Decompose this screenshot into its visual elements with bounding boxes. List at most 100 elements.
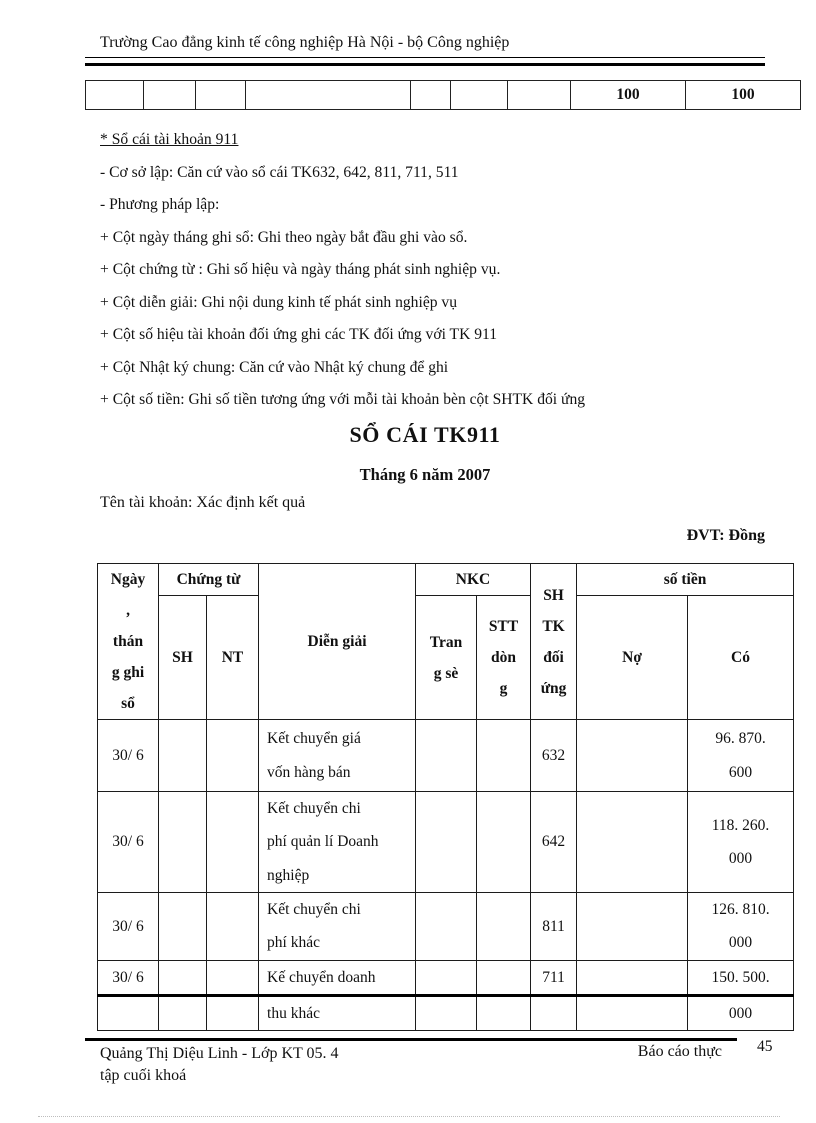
col-header-voucher: Chứng từ xyxy=(157,562,260,597)
ledger-title: SỔ CÁI TK911 xyxy=(349,422,501,447)
cell-debit xyxy=(576,959,689,997)
ledger-row: thu khác 000 xyxy=(97,994,795,1032)
cell-line-no xyxy=(476,719,532,792)
cell-description: Kế chuyển doanh xyxy=(258,959,417,997)
cell xyxy=(450,80,508,110)
cell-description: Kết chuyển chi phí quản lí Doanh nghiệp xyxy=(258,791,417,893)
ledger-row: 30/ 6 Kế chuyển doanh 711 150. 500. xyxy=(97,959,795,997)
note-item: - Phương pháp lập: xyxy=(100,196,220,213)
cell-debit xyxy=(576,994,689,1032)
table-row: 100 100 xyxy=(85,80,801,110)
cell-date: 30/ 6 xyxy=(97,719,159,792)
footer-report-label: Báo cáo thực xyxy=(637,1043,722,1060)
cell xyxy=(195,80,246,110)
cell-contra-account: 811 xyxy=(530,891,578,961)
cell-debit xyxy=(576,891,689,961)
cell-nt xyxy=(205,791,260,893)
cell-contra-account xyxy=(530,994,578,1032)
col-header-amount: số tiền xyxy=(576,562,795,597)
footer-author-line1: Quảng Thị Diệu Linh - Lớp KT 05. 4 xyxy=(100,1045,339,1062)
note-item: + Cột ngày tháng ghi sổ: Ghi theo ngày b… xyxy=(100,228,468,246)
cell-nt xyxy=(205,891,260,961)
page-bottom-divider xyxy=(38,1116,780,1117)
ledger-subtitle: Tháng 6 năm 2007 xyxy=(359,465,491,484)
cell-page xyxy=(415,994,478,1032)
notes-block: * Sổ cái tài khoản 911 - Cơ sở lập: Căn … xyxy=(100,130,800,423)
account-name-line: Tên tài khoản: Xác định kết quả xyxy=(100,494,306,511)
col-header-debit: Nợ xyxy=(576,595,689,720)
footer-author: Quảng Thị Diệu Linh - Lớp KT 05. 4 tập c… xyxy=(100,1043,339,1087)
cell-sh xyxy=(158,719,207,792)
cell-sh xyxy=(158,791,207,893)
cell xyxy=(85,80,144,110)
cell xyxy=(507,80,571,110)
cell-date: 30/ 6 xyxy=(97,959,159,997)
col-header-nkc: NKC xyxy=(415,562,532,597)
running-header: Trường Cao đẳng kinh tế công nghiệp Hà N… xyxy=(85,34,765,58)
col-header-line-no: STT dòn g xyxy=(476,595,532,720)
cell-date: 30/ 6 xyxy=(97,891,159,961)
note-item: + Cột số tiền: Ghi số tiền tương ứng với… xyxy=(100,391,586,408)
cell-page xyxy=(415,891,478,961)
cell-credit: 000 xyxy=(687,994,795,1032)
ledger-row: 30/ 6 Kết chuyển giá vốn hàng bán 632 96… xyxy=(97,719,795,792)
cell-description: Kết chuyển giá vốn hàng bán xyxy=(258,719,417,792)
cell-page xyxy=(415,959,478,997)
cell-description: thu khác xyxy=(258,994,417,1032)
header-rule xyxy=(85,63,765,66)
page-number: 45 xyxy=(757,1038,773,1055)
cell-line-no xyxy=(476,891,532,961)
cell-contra-account: 632 xyxy=(530,719,578,792)
cell-page xyxy=(415,791,478,893)
col-header-page: Tran g sè xyxy=(415,595,478,720)
currency-unit-label: ĐVT: Đồng xyxy=(686,527,765,544)
cell-date xyxy=(97,994,159,1032)
ledger-table: Ngày , thán g ghi sổ Chứng từ Diễn giải … xyxy=(97,562,795,1032)
cell-nt xyxy=(205,959,260,997)
col-header-credit: Có xyxy=(687,595,795,720)
note-item: - Cơ sở lập: Căn cứ vào sổ cái TK632, 64… xyxy=(100,163,459,181)
notes-heading: * Sổ cái tài khoản 911 xyxy=(100,131,239,148)
cell-nt xyxy=(205,994,260,1032)
cell-total-debit: 100 xyxy=(570,80,686,110)
cell-line-no xyxy=(476,994,532,1032)
cell-contra-account: 711 xyxy=(530,959,578,997)
cell-sh xyxy=(158,959,207,997)
footer-rule xyxy=(85,1038,737,1041)
cell xyxy=(245,80,411,110)
col-header-contra-account: SH TK đối ứng xyxy=(530,563,578,720)
ledger-row: 30/ 6 Kết chuyển chi phí khác 811 126. 8… xyxy=(97,891,795,961)
cell-line-no xyxy=(476,959,532,997)
col-header-nt: NT xyxy=(205,595,260,720)
cell-debit xyxy=(576,791,689,893)
cell-page xyxy=(415,719,478,792)
cell-credit: 126. 810. 000 xyxy=(687,891,795,961)
cell-credit: 150. 500. xyxy=(687,959,795,997)
note-item: + Cột diễn giải: Ghi nội dung kinh tế ph… xyxy=(100,293,458,311)
col-header-description: Diễn giải xyxy=(258,563,417,720)
cell-description: Kết chuyển chi phí khác xyxy=(258,891,417,961)
cell-line-no xyxy=(476,791,532,893)
note-item: + Cột số hiệu tài khoản đối ứng ghi các … xyxy=(100,326,498,343)
ledger-row: 30/ 6 Kết chuyển chi phí quản lí Doanh n… xyxy=(97,791,795,893)
cell-sh xyxy=(158,891,207,961)
cell-nt xyxy=(205,719,260,792)
header-row-2: SH NT Tran g sè STT dòn g Nợ Có xyxy=(98,595,795,720)
note-item: + Cột chứng từ : Ghi số hiệu và ngày thá… xyxy=(100,261,501,278)
note-item: + Cột Nhật ký chung: Căn cứ vào Nhật ký … xyxy=(100,358,449,376)
footer-author-line2: tập cuối khoá xyxy=(100,1067,187,1084)
cell-sh xyxy=(158,994,207,1032)
cell-total-credit: 100 xyxy=(685,80,801,110)
continuation-table: 100 100 xyxy=(85,80,801,110)
col-header-date: Ngày , thán g ghi sổ xyxy=(97,563,159,720)
cell xyxy=(410,80,451,110)
cell xyxy=(143,80,196,110)
cell-credit: 118. 260. 000 xyxy=(687,791,795,893)
header-row-1: Ngày , thán g ghi sổ Chứng từ Diễn giải … xyxy=(97,562,795,720)
running-header-text: Trường Cao đẳng kinh tế công nghiệp Hà N… xyxy=(100,34,510,51)
cell-date: 30/ 6 xyxy=(97,791,159,893)
cell-contra-account: 642 xyxy=(530,791,578,893)
cell-credit: 96. 870. 600 xyxy=(687,719,795,792)
col-header-sh: SH xyxy=(158,595,207,720)
